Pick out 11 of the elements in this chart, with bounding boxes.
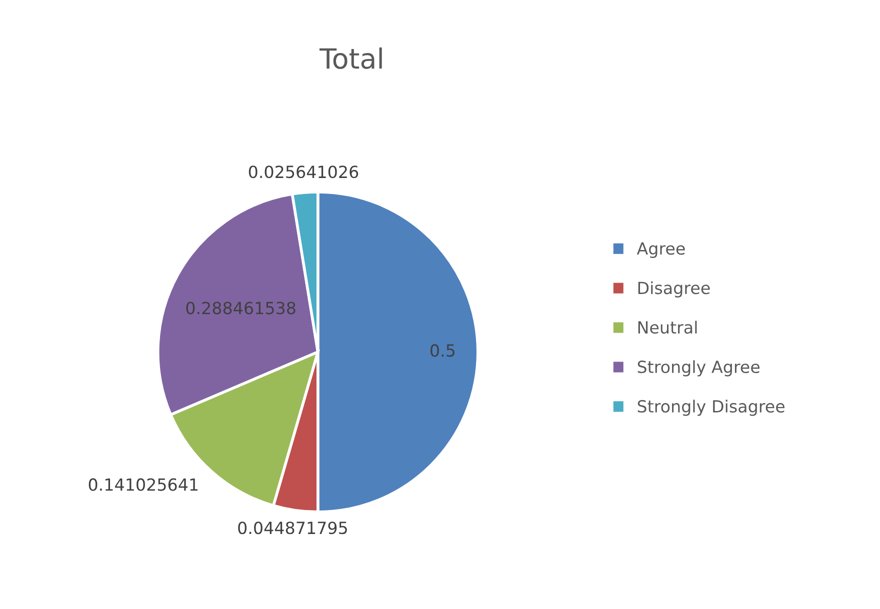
data-label: 0.288461538	[186, 302, 296, 314]
chart-title: Total	[319, 47, 382, 69]
legend-label: Strongly Disagree	[638, 400, 784, 416]
data-label: 0.044871795	[238, 522, 347, 534]
legend-label: Neutral	[638, 320, 697, 334]
legend-label: Agree	[636, 242, 685, 258]
data-label: 0.141025641	[88, 478, 198, 491]
data-label: 0.5	[430, 344, 454, 357]
legend-label: Strongly Agree	[638, 360, 760, 376]
data-label: 0.025641026	[248, 166, 358, 178]
legend-label: Disagree	[638, 281, 710, 298]
